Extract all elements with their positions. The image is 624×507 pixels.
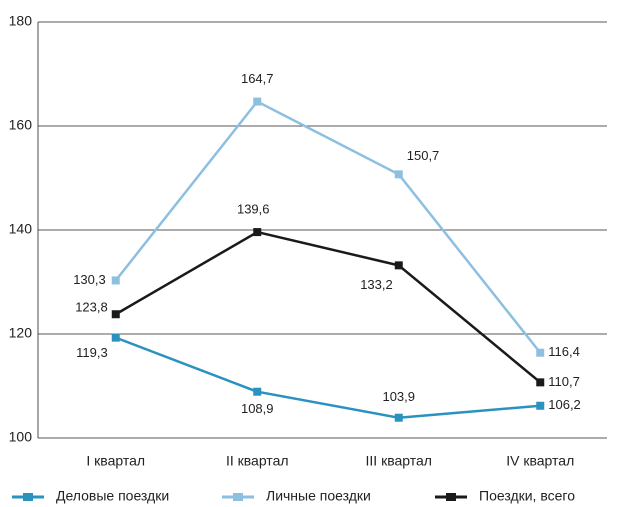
point-marker [111, 310, 120, 319]
y-tick-label: 160 [9, 117, 33, 133]
series-line [115, 230, 542, 384]
data-label: 130,3 [73, 272, 106, 287]
legend-label: Деловые поездки [56, 488, 169, 504]
data-label: 106,2 [548, 397, 581, 412]
x-tick-label: II квартал [226, 453, 289, 469]
y-tick-label: 100 [9, 429, 33, 445]
point-marker [111, 276, 120, 285]
data-label: 110,7 [548, 374, 580, 389]
x-tick-label: IV квартал [506, 453, 574, 469]
point-marker [253, 387, 262, 396]
y-tick-label: 140 [9, 221, 33, 237]
point-marker [536, 348, 545, 357]
point-marker [536, 401, 545, 410]
point-marker [253, 228, 262, 237]
data-label: 123,8 [75, 300, 108, 315]
data-label: 103,9 [382, 389, 415, 404]
data-label: 150,7 [407, 148, 440, 163]
data-label: 119,3 [76, 345, 108, 360]
data-label: 139,6 [237, 202, 270, 217]
data-label: 133,2 [360, 277, 393, 292]
data-label: 164,7 [241, 71, 274, 86]
point-marker [253, 97, 262, 106]
data-label: 108,9 [241, 401, 274, 416]
x-tick-label: I квартал [86, 453, 145, 469]
legend-label: Поездки, всего [479, 488, 575, 504]
series-line [115, 336, 541, 419]
data-label: 116,4 [548, 344, 580, 359]
legend-swatch [233, 493, 243, 501]
y-tick-label: 120 [9, 325, 33, 341]
legend-label: Личные поездки [266, 488, 371, 504]
y-tick-label: 180 [9, 13, 33, 29]
legend-swatch [23, 493, 33, 501]
point-marker [111, 333, 120, 342]
point-marker [394, 170, 403, 179]
x-tick-label: III квартал [366, 453, 432, 469]
point-marker [394, 413, 403, 422]
point-marker [394, 261, 403, 270]
legend-swatch [446, 493, 456, 501]
point-marker [536, 378, 545, 387]
series-line [114, 99, 542, 354]
